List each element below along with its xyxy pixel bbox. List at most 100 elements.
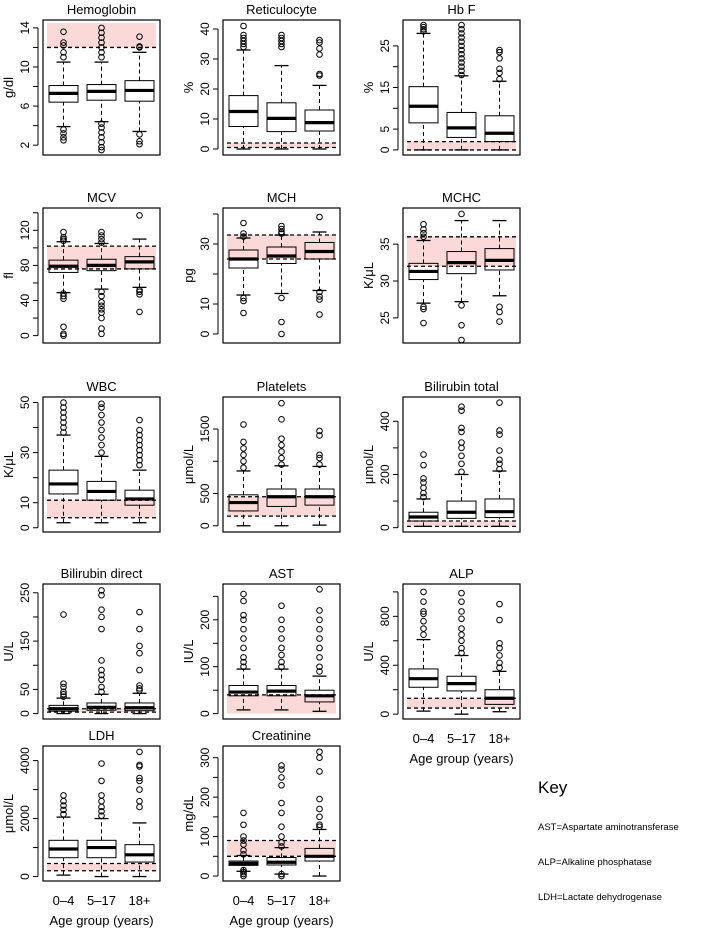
- panel-title: Creatinine: [252, 728, 311, 743]
- outlier-point: [240, 841, 247, 848]
- outlier-point: [240, 457, 247, 465]
- outlier-point: [136, 608, 143, 616]
- outlier-point: [60, 228, 67, 236]
- panel-alp: ALP U/L 0 400 800 0–4 5–17 18+ Age group (years): [361, 566, 521, 766]
- outlier-point: [136, 43, 143, 50]
- outlier-point: [98, 228, 105, 236]
- box-0: [408, 220, 439, 327]
- y-tick-label: 400: [378, 655, 392, 675]
- outlier-point: [98, 657, 105, 664]
- plot-frame: [402, 19, 521, 156]
- y-tick-label: 200: [198, 610, 212, 630]
- outlier-point: [98, 288, 105, 296]
- outlier-point: [278, 799, 285, 807]
- outlier-point: [496, 664, 503, 672]
- outlier-point: [98, 666, 105, 674]
- y-axis-label: fl: [1, 272, 16, 279]
- panel-hemoglobin: Hemoglobin g/dl 2 6 10 14: [1, 2, 161, 156]
- box-1: [266, 31, 297, 150]
- outlier-point: [458, 444, 465, 452]
- outlier-point: [278, 435, 285, 443]
- outlier-point: [240, 219, 247, 227]
- outlier-point: [240, 654, 247, 661]
- plot-frame: [222, 396, 341, 533]
- y-tick-label: 50: [18, 396, 32, 410]
- outlier-point: [98, 146, 105, 154]
- outlier-point: [60, 399, 67, 406]
- y-axis-label: %: [181, 81, 196, 93]
- outlier-point: [420, 21, 427, 29]
- outlier-point: [98, 613, 105, 621]
- outlier-point: [458, 407, 465, 414]
- box-2: [304, 586, 335, 712]
- outlier-point: [240, 445, 247, 452]
- outlier-point: [458, 42, 465, 50]
- plot-frame: [42, 745, 161, 882]
- iqr-box: [446, 500, 477, 519]
- panel-title: MCH: [267, 190, 297, 205]
- outlier-point: [496, 431, 503, 438]
- outlier-point: [60, 690, 67, 698]
- outlier-point: [420, 610, 427, 618]
- outlier-point: [60, 683, 67, 691]
- outlier-point: [98, 53, 105, 61]
- outlier-point: [496, 652, 503, 659]
- outlier-point: [98, 24, 105, 32]
- plot-frame: [222, 745, 341, 882]
- outlier-point: [240, 821, 247, 829]
- outlier-point: [136, 748, 143, 756]
- outlier-point: [60, 404, 67, 411]
- outlier-point: [240, 297, 247, 305]
- outlier-point: [316, 607, 323, 614]
- outlier-point: [316, 288, 323, 296]
- outlier-point: [458, 649, 465, 657]
- outlier-point: [278, 809, 285, 817]
- panel-ast: AST IU/L 0 100 200: [181, 566, 341, 720]
- box-1: [446, 403, 477, 527]
- outlier-point: [136, 436, 143, 444]
- y-tick-label: 200: [198, 787, 212, 807]
- outlier-point: [278, 294, 285, 302]
- outlier-point: [240, 851, 247, 858]
- outlier-point: [458, 608, 465, 615]
- y-tick-label: 0: [18, 873, 32, 880]
- outlier-point: [316, 427, 323, 435]
- outlier-point: [136, 131, 143, 138]
- outlier-point: [60, 409, 67, 416]
- outlier-point: [458, 598, 465, 605]
- outlier-point: [316, 51, 323, 58]
- outlier-point: [60, 414, 67, 421]
- outlier-point: [278, 330, 285, 338]
- outlier-point: [316, 296, 323, 303]
- y-tick-label: 0: [378, 524, 392, 531]
- x-tick-label: 5–17: [267, 893, 296, 908]
- iqr-box: [304, 109, 335, 132]
- panel-bilirubin-total: Bilirubin total μmol/L 0 200 400: [361, 379, 521, 533]
- outlier-point: [458, 302, 465, 309]
- plot-frame: [222, 19, 341, 156]
- x-axis-label: Age group (years): [409, 751, 513, 766]
- outlier-point: [98, 411, 105, 419]
- box-2: [304, 36, 335, 150]
- reference-band: [227, 694, 336, 714]
- outlier-point: [420, 28, 427, 35]
- y-tick-label: 120: [18, 220, 32, 240]
- outlier-point: [458, 615, 465, 623]
- outlier-point: [316, 748, 323, 756]
- outlier-point: [496, 456, 503, 464]
- x-tick-label: 18+: [128, 893, 150, 908]
- box-0: [228, 809, 259, 880]
- y-tick-label: 4000: [18, 747, 32, 774]
- outlier-point: [458, 439, 465, 446]
- outlier-point: [136, 761, 143, 769]
- y-tick-label: 200: [378, 464, 392, 484]
- box-0: [48, 28, 79, 144]
- outlier-point: [240, 22, 247, 30]
- outlier-point: [420, 598, 427, 605]
- panel-title: LDH: [88, 728, 114, 743]
- y-tick-label: 25: [378, 39, 392, 53]
- y-tick-label: 30: [378, 274, 392, 288]
- outlier-point: [136, 308, 143, 316]
- outlier-point: [278, 399, 285, 407]
- outlier-point: [60, 292, 67, 300]
